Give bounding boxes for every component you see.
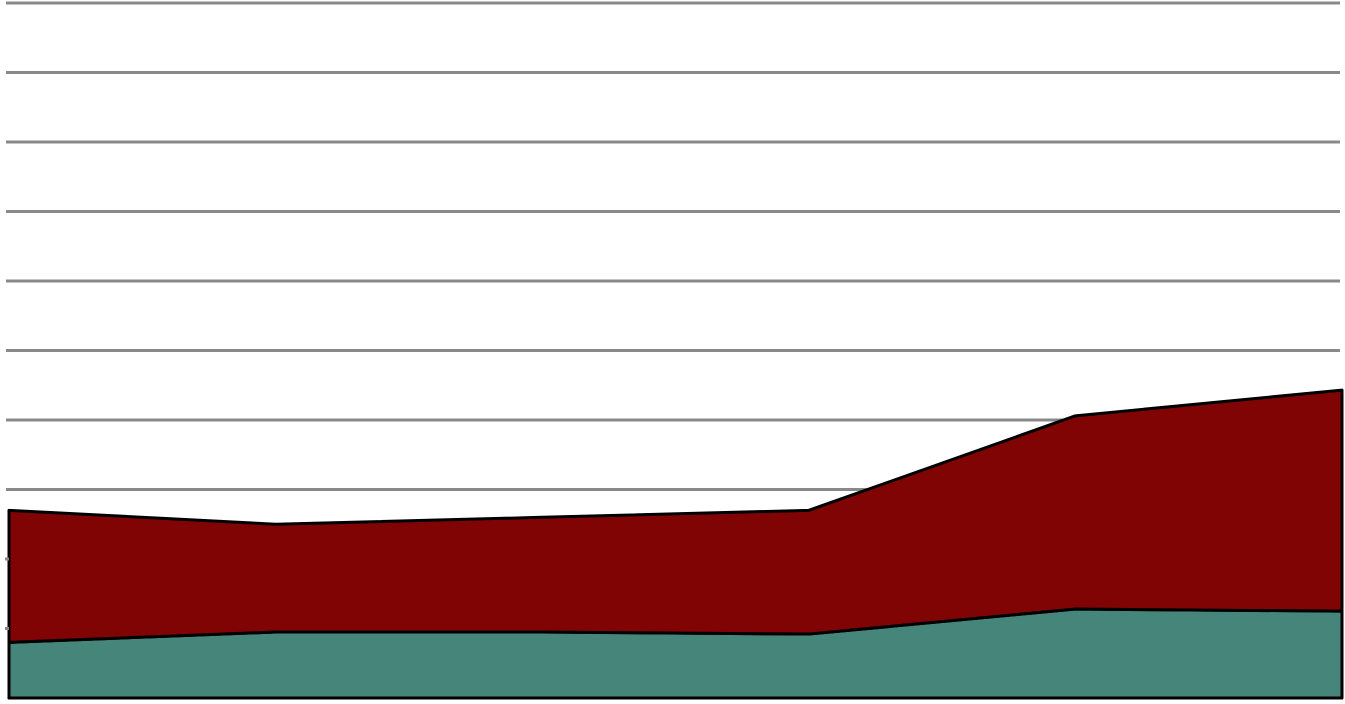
axes — [5, 510, 1343, 700]
series-areas — [7, 388, 1344, 700]
series-2-area — [7, 388, 1344, 644]
